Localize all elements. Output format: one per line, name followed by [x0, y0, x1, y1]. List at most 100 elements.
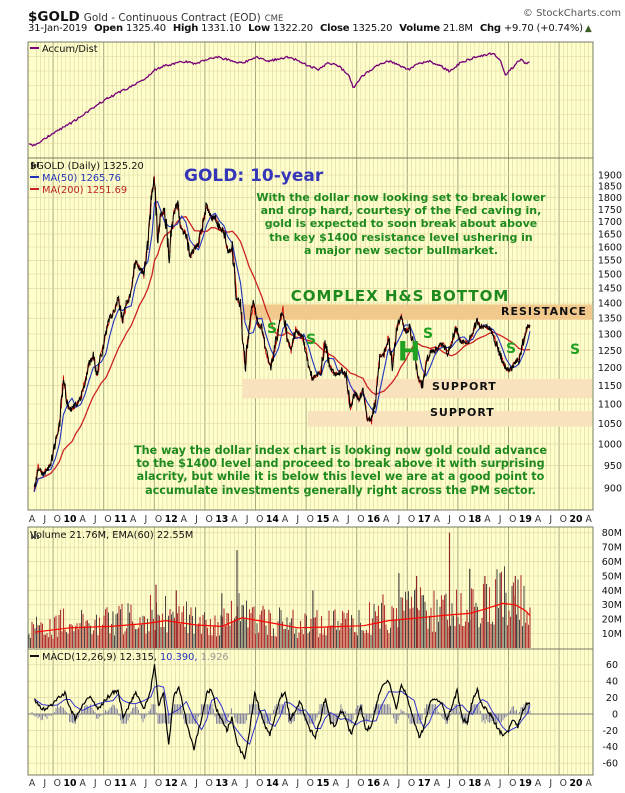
macd-tick: 40	[606, 677, 618, 688]
x-axis-tick: 14	[266, 778, 279, 789]
x-axis-tick: A	[585, 514, 592, 525]
macd-histogram	[28, 704, 531, 724]
x-axis-tick: 18	[468, 778, 481, 789]
macd-legend-hist: 1.926	[200, 652, 229, 663]
x-axis-tick: J	[548, 778, 552, 789]
x-axis-tick: A	[231, 778, 238, 789]
x-axis-tick: O	[104, 514, 111, 525]
annotation-paragraph-top: With the dollar now looking set to break…	[256, 191, 546, 257]
x-axis-tick: O	[509, 778, 516, 789]
provider-credit: © StockCharts.com	[522, 8, 621, 19]
x-axis-tick: 20	[570, 778, 583, 789]
x-axis-tick: J	[144, 514, 148, 525]
price-tick: 1000	[598, 439, 622, 450]
close-value: 1325.20	[352, 23, 393, 34]
x-axis-tick: J	[42, 778, 46, 789]
price-tick: 1100	[598, 399, 622, 410]
macd-tick: -20	[602, 726, 618, 737]
x-axis-tick: J	[42, 514, 46, 525]
ma200-swatch-icon	[30, 188, 39, 190]
hs-marker-s: S	[569, 342, 581, 358]
volume-label: Volume	[399, 23, 440, 34]
price-tick: 1550	[598, 256, 622, 267]
x-axis-tick: O	[509, 514, 516, 525]
high-value: 1331.10	[201, 23, 242, 34]
accum-dist-legend-label: Accum/Dist	[42, 44, 98, 55]
symbol-name: Gold - Continuous Contract (EOD)	[83, 12, 261, 24]
x-axis-tick: A	[181, 514, 188, 525]
price-tick: 950	[604, 461, 622, 472]
x-axis-tick: A	[231, 514, 238, 525]
volume-tick: 60M	[602, 557, 622, 568]
x-axis-tick: A	[181, 778, 188, 789]
hs-marker-s: S	[305, 332, 317, 348]
x-axis-tick: J	[144, 778, 148, 789]
x-axis-tick: 15	[317, 778, 330, 789]
macd-line	[34, 664, 531, 760]
x-axis-tick: J	[194, 514, 198, 525]
x-axis-tick: A	[79, 514, 86, 525]
x-axis-tick: 19	[519, 514, 532, 525]
volume-bars-dark	[28, 566, 525, 648]
change-up-icon: ▲	[584, 24, 592, 34]
x-axis-tick: 20	[570, 514, 583, 525]
x-axis-tick: J	[93, 778, 97, 789]
volume-tick: 30M	[602, 600, 622, 611]
x-axis-tick: 15	[317, 514, 330, 525]
x-axis-tick: A	[29, 514, 36, 525]
ma50-swatch-icon	[30, 176, 39, 178]
price-tick: 1200	[598, 363, 622, 374]
volume-tick: 70M	[602, 543, 622, 554]
x-axis-tick: 16	[367, 514, 380, 525]
volume-spikes-dark	[221, 550, 501, 648]
macd-tick: -60	[602, 759, 618, 770]
x-axis-tick: A	[484, 778, 491, 789]
x-axis-tick: J	[295, 514, 299, 525]
x-axis-tick: 13	[215, 778, 228, 789]
x-axis-tick: J	[295, 778, 299, 789]
x-axis-tick: A	[383, 514, 390, 525]
x-axis-tick: O	[104, 778, 111, 789]
x-axis-tick: O	[256, 514, 263, 525]
volume-tick: 50M	[602, 571, 622, 582]
x-axis-tick: A	[535, 514, 542, 525]
x-axis-tick: O	[54, 514, 61, 525]
close-label: Close	[319, 23, 350, 34]
annotation-chart-title: GOLD: 10-year	[184, 166, 324, 186]
x-axis-tick: O	[155, 778, 162, 789]
price-legend-label: $GOLD (Daily) 1325.20	[30, 161, 144, 172]
x-axis-tick: J	[93, 514, 97, 525]
price-tick: 1600	[598, 242, 622, 253]
x-axis-tick: O	[307, 514, 314, 525]
x-axis-tick: J	[346, 778, 350, 789]
volume-legend: Volume 21.76M, EMA(60) 22.55M	[30, 530, 193, 541]
x-axis-tick: 17	[418, 514, 431, 525]
grid-horizontal	[28, 56, 593, 764]
x-axis-tick: A	[585, 778, 592, 789]
x-axis-tick: J	[397, 514, 401, 525]
x-axis-tick: O	[155, 514, 162, 525]
x-axis-tick: J	[346, 514, 350, 525]
x-axis-tick: 12	[165, 514, 178, 525]
x-axis-tick: J	[498, 778, 502, 789]
accum-dist-legend: Accum/Dist	[30, 44, 98, 55]
band-resistance-0	[242, 304, 592, 320]
volume-legend-label: Volume 21.76M, EMA(60) 22.55M	[30, 530, 194, 541]
macd-tick: 60	[606, 660, 618, 671]
annotation-paragraph-bottom: The way the dollar index chart is lookin…	[134, 444, 547, 497]
x-axis-tick: J	[397, 778, 401, 789]
open-label: Open	[94, 23, 123, 34]
macd-signal-line	[34, 685, 531, 745]
quote-row: 31-Jan-2019 Open 1325.40 High 1331.10 Low 1322…	[28, 23, 592, 34]
price-tick: 1900	[598, 170, 622, 181]
macd-swatch-icon	[30, 655, 39, 657]
x-axis-tick: J	[447, 514, 451, 525]
x-axis-tick: 11	[114, 778, 127, 789]
x-axis-tick: 16	[367, 778, 380, 789]
hs-marker-s: S	[505, 341, 517, 357]
x-axis-tick: J	[194, 778, 198, 789]
x-axis-tick: A	[383, 778, 390, 789]
low-value: 1322.20	[273, 23, 313, 34]
x-axis-tick: O	[560, 778, 567, 789]
